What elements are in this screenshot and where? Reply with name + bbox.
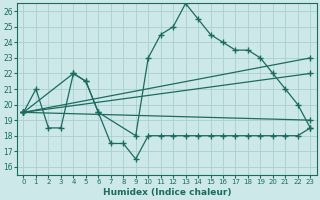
X-axis label: Humidex (Indice chaleur): Humidex (Indice chaleur) xyxy=(103,188,231,197)
